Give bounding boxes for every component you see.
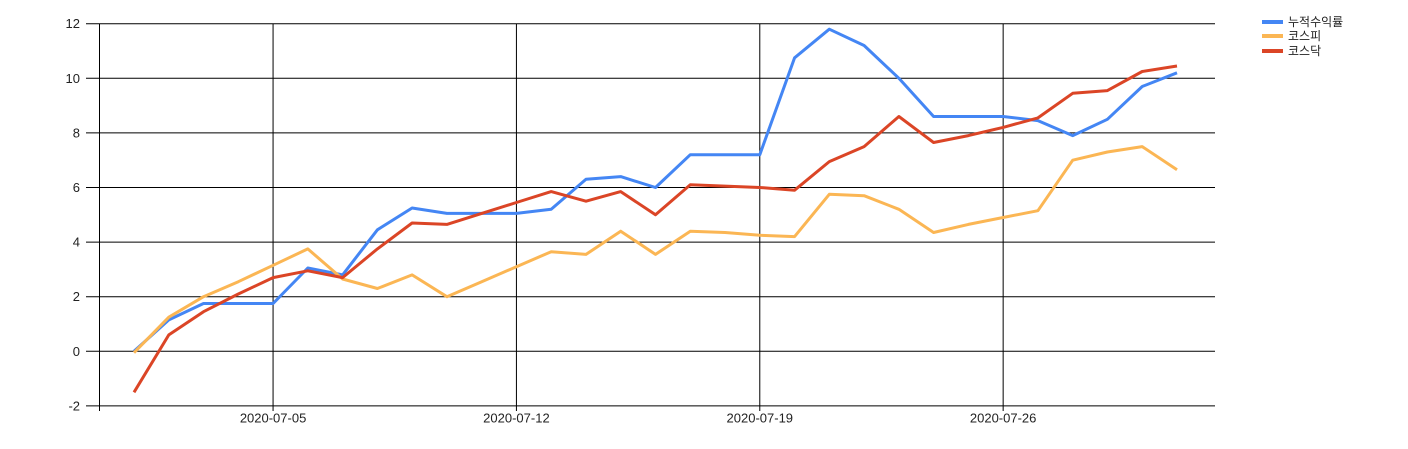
- legend-item-kospi[interactable]: 코스피: [1262, 29, 1343, 43]
- y-axis-tick-label: 2: [73, 289, 80, 304]
- y-axis-tick-label: 6: [73, 180, 80, 195]
- series-line-0[interactable]: [132, 27, 1178, 353]
- x-axis-tick-label: 2020-07-05: [240, 411, 307, 426]
- series-line-1[interactable]: [132, 145, 1178, 354]
- legend-label-cumulative-return: 누적수익률: [1288, 15, 1344, 30]
- y-axis-tick-label: 12: [66, 16, 80, 31]
- x-axis-tick-label: 2020-07-12: [483, 411, 550, 426]
- legend-item-kosdaq[interactable]: 코스닥: [1262, 44, 1343, 58]
- legend-label-kosdaq: 코스닥: [1288, 43, 1322, 58]
- x-axis-tick-label: 2020-07-19: [727, 411, 794, 426]
- series-line-2[interactable]: [132, 64, 1178, 394]
- legend-swatch-kosdaq: [1262, 48, 1283, 53]
- legend-swatch-cumulative-return: [1262, 20, 1283, 25]
- y-axis-tick-label: 10: [66, 71, 80, 86]
- y-axis-tick-label: 4: [73, 235, 80, 250]
- y-axis-tick-label: -2: [68, 398, 80, 413]
- legend: 누적수익률 코스피 코스닥: [1262, 15, 1343, 58]
- y-axis-tick-label: 8: [73, 125, 80, 140]
- y-axis-tick-label: 0: [73, 344, 80, 359]
- legend-item-cumulative-return[interactable]: 누적수익률: [1262, 15, 1343, 29]
- legend-swatch-kospi: [1262, 34, 1283, 39]
- legend-label-kospi: 코스피: [1288, 29, 1322, 44]
- x-axis-tick-label: 2020-07-26: [970, 411, 1037, 426]
